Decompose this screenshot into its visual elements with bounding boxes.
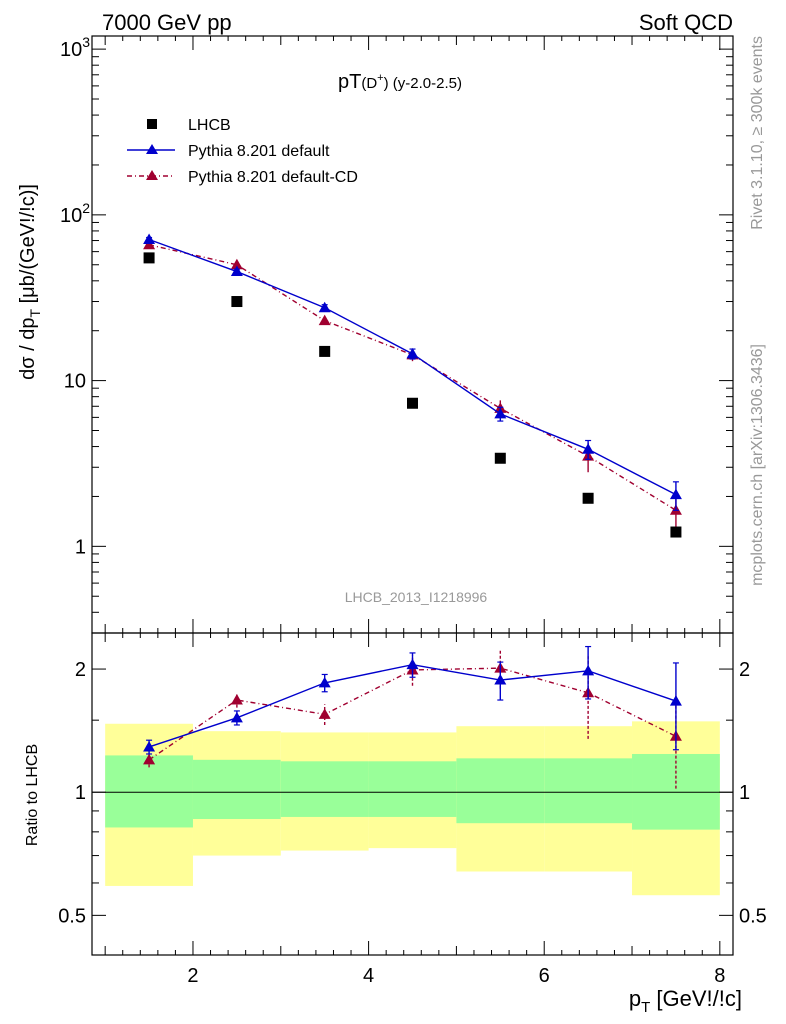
main-y-label-main: dσ / dp <box>17 318 39 380</box>
ratio-ticks: 0.5 0.5 1 1 2 2 2 4 6 8 <box>58 633 767 987</box>
ratio-point-pythia <box>494 674 507 685</box>
point-lhcb <box>407 397 418 409</box>
main-y-label-unit: [μb/(GeV!/!c)] <box>17 184 39 309</box>
ratio-point-pythia-cd <box>143 753 156 765</box>
point-pythia <box>494 407 507 419</box>
main-plot-area <box>143 233 682 538</box>
mcplots-label: mcplots.cern.ch [arXiv:1306.3436] <box>749 344 766 586</box>
point-pythia <box>406 347 419 359</box>
ratio-y-tick-label-right: 1 <box>739 782 750 804</box>
legend-label-pythia: Pythia 8.201 default <box>188 143 330 160</box>
uncertainty-band-inner <box>544 758 633 824</box>
point-pythia-cd <box>143 238 156 250</box>
header-left: 7000 GeV pp <box>102 10 232 35</box>
ratio-y-tick-label-right: 2 <box>739 659 750 681</box>
point-lhcb <box>494 452 506 464</box>
point-pythia <box>669 488 682 500</box>
ratio-point-pythia <box>582 664 595 676</box>
ratio-y-label: Ratio to LHCB <box>24 744 41 846</box>
main-y-label: dσ / dpT [μb/(GeV!/!c)] <box>17 184 43 380</box>
plot-title-sup: + <box>377 72 383 84</box>
ratio-point-pythia <box>143 740 156 752</box>
main-panel: 1 10 102 103 pT(D+) (y-2.0-2.5) LHCB Pythia… <box>17 34 734 634</box>
point-lhcb <box>231 296 243 308</box>
legend-label-lhcb: LHCB <box>188 117 231 134</box>
ratio-y-tick-label-left: 0.5 <box>58 905 86 927</box>
ratio-point-pythia <box>406 658 419 670</box>
ratio-point-pythia <box>318 676 331 688</box>
point-pythia-cd <box>318 314 331 326</box>
point-pythia <box>230 265 243 277</box>
main-y-ticks: 1 10 102 103 <box>60 34 733 634</box>
x-tick-label: 8 <box>714 965 725 987</box>
main-y-tick-label: 103 <box>60 34 90 61</box>
x-tick-label: 2 <box>187 965 198 987</box>
ratio-panel: 0.5 0.5 1 1 2 2 2 4 6 8 Ratio to LHCB pT [GeV!/!c… <box>24 632 767 1016</box>
uncertainty-band-inner <box>105 755 193 828</box>
ratio-y-tick-label-left: 2 <box>75 659 86 681</box>
rivet-label: Rivet 3.1.10, ≥ 300k events <box>749 36 766 230</box>
plot-title: pT(D+) (y-2.0-2.5) <box>338 71 462 93</box>
ratio-point-pythia <box>230 711 243 723</box>
series-line-pythia-cd <box>148 244 677 511</box>
analysis-watermark: LHCB_2013_I1218996 <box>345 589 488 605</box>
main-y-tick-label: 102 <box>60 200 90 227</box>
ratio-plot-area <box>143 645 682 789</box>
ratio-frame <box>91 632 734 956</box>
header-right: Soft QCD <box>639 10 733 35</box>
legend: LHCB Pythia 8.201 default Pythia 8.201 d… <box>127 117 358 186</box>
x-axis-label: pT [GeV!/!c] <box>629 986 742 1016</box>
legend-marker-lhcb <box>147 119 157 129</box>
ratio-y-tick-label-right: 0.5 <box>739 905 767 927</box>
x-axis-label-sub: T <box>641 999 650 1016</box>
main-y-tick-label: 10 <box>64 371 86 393</box>
x-tick-label: 4 <box>363 965 374 987</box>
ratio-y-tick-label-left: 1 <box>75 782 86 804</box>
uncertainty-band-inner <box>280 761 369 817</box>
x-tick-label: 6 <box>539 965 550 987</box>
ratio-point-pythia-cd <box>230 694 243 705</box>
legend-label-pythia-cd: Pythia 8.201 default-CD <box>188 169 358 186</box>
main-y-label-sub: T <box>27 309 43 318</box>
point-pythia-cd <box>230 258 243 270</box>
plot-title-sub: (D <box>361 75 377 92</box>
ratio-point-pythia-cd <box>318 708 331 719</box>
point-pythia <box>582 443 595 454</box>
plot-title-extra: (y-2.0-2.5) <box>389 75 462 92</box>
point-lhcb <box>670 526 682 538</box>
series-line-pythia <box>148 238 677 496</box>
point-pythia <box>143 233 156 245</box>
plot-title-close: ) <box>384 75 389 92</box>
point-pythia <box>318 301 331 313</box>
uncertainty-band-inner <box>192 759 281 820</box>
legend-marker-pythia <box>146 144 158 154</box>
point-lhcb <box>582 492 594 504</box>
uncertainty-band-inner <box>368 761 457 817</box>
plot-title-main: pT <box>338 71 361 93</box>
ratio-point-pythia <box>669 695 682 706</box>
x-axis-label-unit: [GeV!/!c] <box>650 986 742 1011</box>
x-axis-label-main: p <box>629 986 641 1011</box>
uncertainty-band-inner <box>456 758 545 824</box>
point-lhcb <box>143 252 155 264</box>
legend-marker-pythia-cd <box>146 170 158 180</box>
point-lhcb <box>319 345 331 357</box>
main-y-tick-label: 1 <box>75 536 86 558</box>
ratio-bands <box>105 721 720 896</box>
